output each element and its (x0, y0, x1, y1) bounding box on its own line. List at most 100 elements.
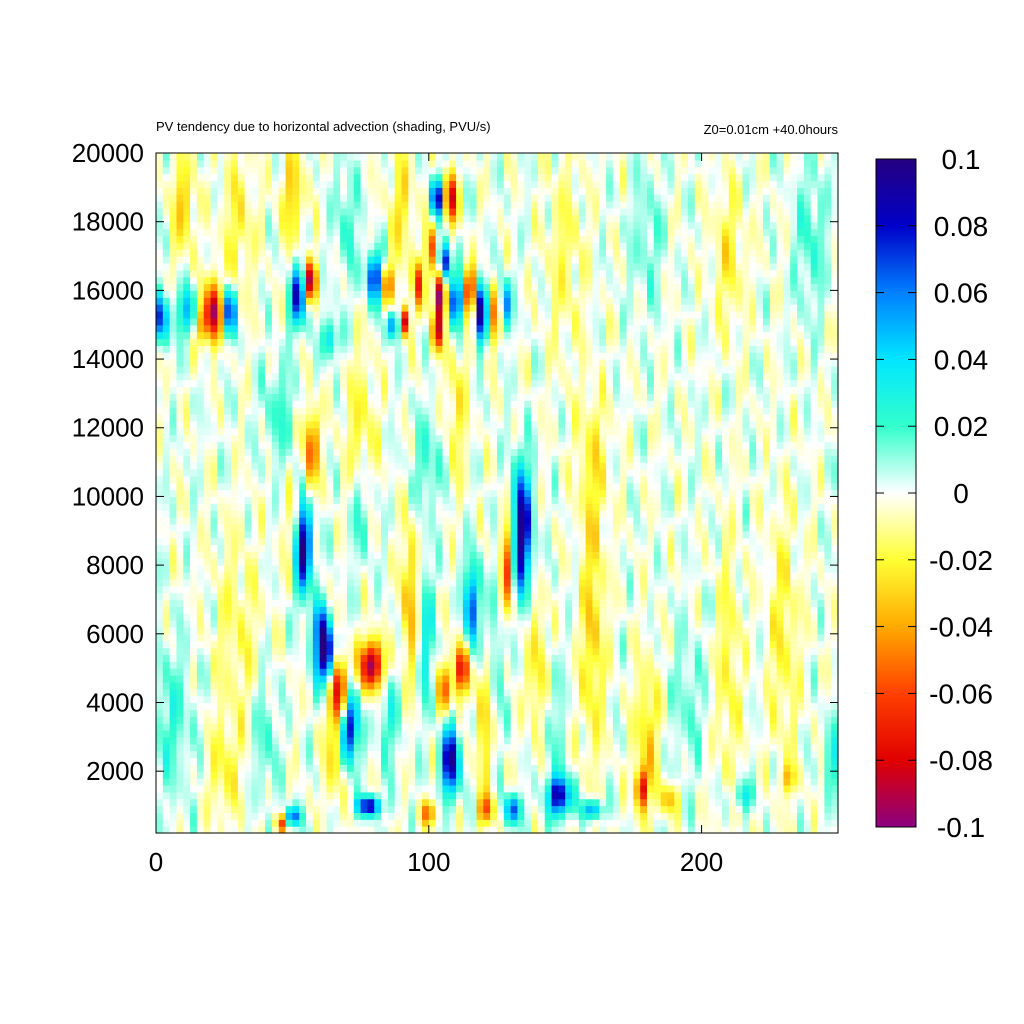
heatmap-cell (217, 489, 225, 498)
heatmap-cell (421, 798, 430, 807)
heatmap-cell (524, 578, 532, 587)
heatmap-cell (333, 736, 341, 745)
heatmap-cell (817, 654, 825, 662)
heatmap-cell (387, 826, 396, 834)
heatmap-cell (817, 784, 825, 793)
heatmap-cell (769, 530, 778, 539)
heatmap-cell (831, 812, 839, 820)
heatmap-cell (694, 537, 703, 546)
heatmap-cell (824, 585, 832, 594)
heatmap-cell (497, 743, 505, 752)
heatmap-cell (346, 592, 355, 601)
heatmap-cell (210, 812, 218, 820)
heatmap-cell (831, 709, 839, 717)
heatmap-cell (653, 688, 662, 697)
heatmap-cell (156, 675, 164, 683)
heatmap-cell (340, 530, 348, 539)
heatmap-cell (162, 654, 171, 662)
heatmap-cell (456, 805, 464, 813)
heatmap-cell (278, 489, 287, 498)
heatmap-cell (319, 778, 328, 786)
heatmap-cell (176, 613, 184, 621)
heatmap-cell (803, 736, 812, 745)
heatmap-cell (374, 750, 382, 759)
heatmap-cell (292, 606, 300, 614)
heatmap-cell (756, 771, 764, 779)
heatmap-cell (769, 743, 778, 752)
heatmap-cell (421, 647, 430, 656)
heatmap-cell (326, 510, 334, 518)
heatmap-cell (674, 620, 682, 628)
heatmap-cell (176, 812, 184, 820)
heatmap-cell (756, 791, 764, 800)
heatmap-cell (408, 640, 416, 649)
heatmap-cell (190, 489, 198, 498)
heatmap-cell (803, 723, 812, 731)
heatmap-cell (162, 695, 171, 704)
heatmap-cell (490, 558, 498, 566)
heatmap-cell (572, 812, 580, 820)
heatmap-cell (756, 558, 764, 566)
heatmap-cell (503, 571, 512, 580)
heatmap-cell (544, 558, 553, 566)
heatmap-cell (728, 496, 737, 504)
heatmap-cell (231, 702, 239, 710)
heatmap-cell (756, 661, 764, 669)
heatmap-cell (517, 661, 525, 669)
heatmap-cell (715, 578, 723, 587)
heatmap-cell (462, 778, 471, 786)
heatmap-cell (756, 633, 764, 642)
heatmap-cell (674, 654, 682, 662)
heatmap-cell (756, 819, 764, 827)
heatmap-cell (810, 620, 819, 628)
heatmap-cell (531, 812, 539, 820)
heatmap-cell (728, 702, 737, 710)
heatmap-cell (537, 626, 546, 635)
heatmap-cell (381, 496, 389, 504)
heatmap-cell (162, 558, 171, 566)
heatmap-cell (606, 661, 614, 669)
heatmap-cell (326, 592, 334, 601)
heatmap-cell (299, 675, 307, 683)
heatmap-cell (265, 496, 273, 504)
heatmap-cell (735, 819, 744, 827)
heatmap-cell (271, 675, 280, 683)
heatmap-cell (196, 681, 205, 690)
heatmap-cell (183, 544, 191, 552)
heatmap-cell (667, 723, 675, 731)
heatmap-cell (367, 523, 375, 532)
heatmap-cell (756, 565, 764, 573)
heatmap-cell (694, 805, 703, 813)
heatmap-cell (251, 544, 259, 552)
heatmap-cell (415, 805, 423, 813)
heatmap-cell (476, 530, 484, 539)
heatmap-cell (340, 647, 348, 656)
heatmap-cell (224, 681, 232, 690)
heatmap-cell (421, 578, 430, 587)
heatmap-cell (421, 675, 430, 683)
heatmap-cell (190, 551, 198, 559)
heatmap-cell (783, 736, 791, 745)
heatmap-cell (756, 654, 764, 662)
heatmap-cell (708, 633, 716, 642)
heatmap-cell (428, 812, 437, 820)
heatmap-cell (674, 791, 682, 800)
heatmap-cell (312, 661, 321, 669)
heatmap-cell (421, 812, 430, 820)
heatmap-cell (694, 571, 703, 580)
heatmap-cell (203, 764, 212, 772)
heatmap-cell (326, 750, 334, 759)
heatmap-cell (435, 503, 444, 511)
heatmap-cell (176, 798, 184, 807)
heatmap-cell (599, 681, 607, 690)
heatmap-cell (442, 709, 450, 717)
heatmap-cell (456, 723, 464, 731)
heatmap-cell (462, 812, 471, 820)
heatmap-cell (783, 517, 791, 525)
heatmap-cell (176, 805, 184, 813)
heatmap-cell (306, 750, 314, 759)
heatmap-cell (292, 688, 300, 697)
heatmap-cell (156, 798, 164, 807)
heatmap-cell (544, 633, 553, 642)
heatmap-cell (394, 613, 403, 621)
